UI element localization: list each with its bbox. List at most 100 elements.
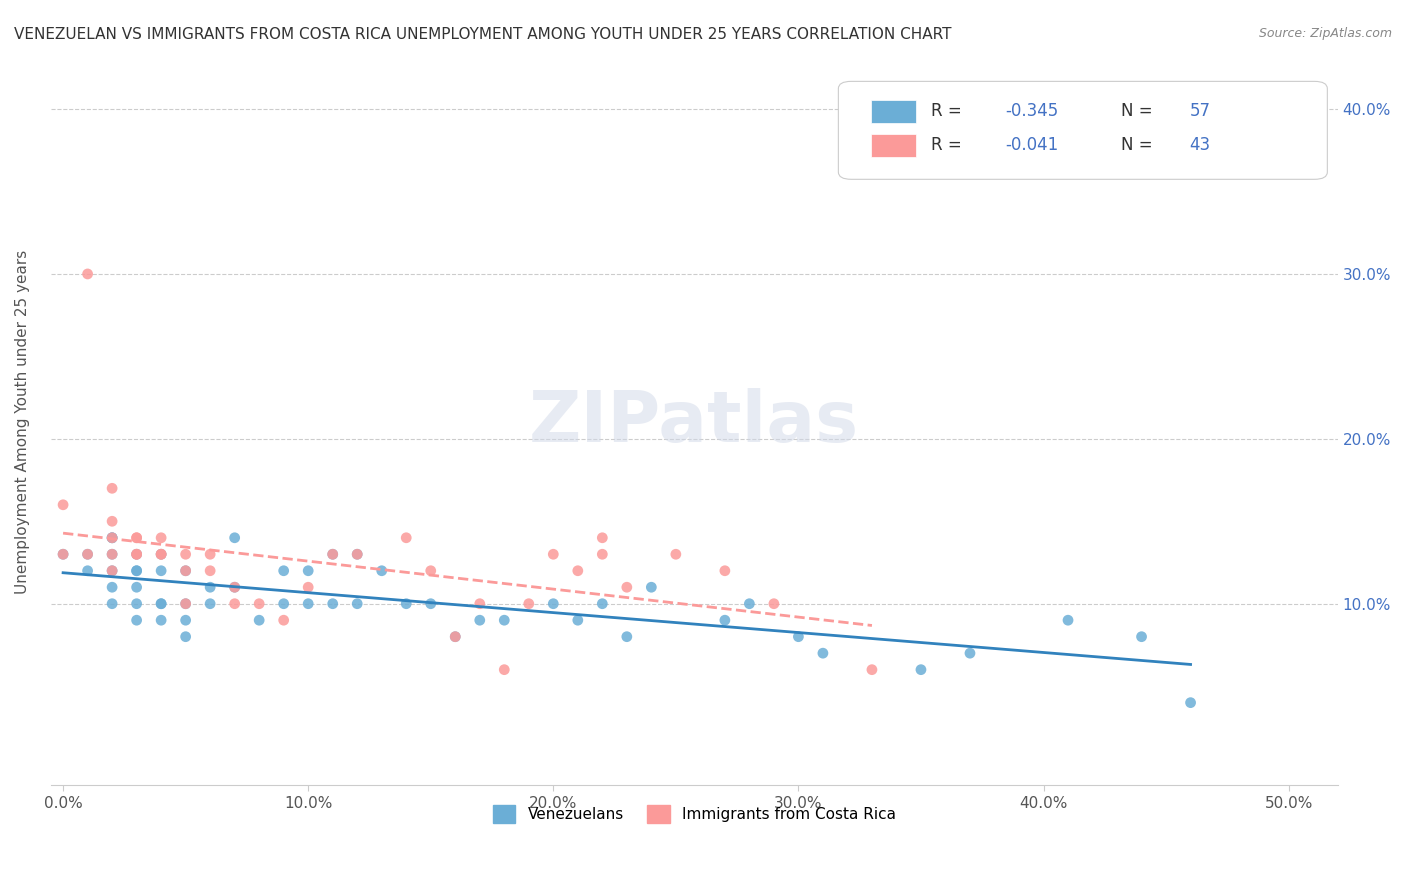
Point [125, 564, 148, 578]
Point [150, 547, 173, 561]
Point [150, 597, 173, 611]
Point [714, 564, 737, 578]
Point [494, 613, 516, 627]
Point [76, 547, 98, 561]
Point [101, 481, 124, 495]
Point [395, 597, 418, 611]
Point [1180, 696, 1202, 710]
Point [174, 547, 197, 561]
Point [273, 564, 295, 578]
FancyBboxPatch shape [870, 100, 915, 123]
Point [468, 597, 491, 611]
Point [101, 514, 124, 528]
Point [101, 531, 124, 545]
Point [444, 630, 467, 644]
Point [273, 597, 295, 611]
Point [101, 580, 124, 594]
Point [101, 531, 124, 545]
Point [591, 547, 613, 561]
Point [101, 564, 124, 578]
Point [322, 597, 344, 611]
Point [150, 613, 173, 627]
Point [198, 597, 221, 611]
Point [494, 663, 516, 677]
Point [52, 498, 75, 512]
Point [224, 597, 246, 611]
Point [125, 597, 148, 611]
Point [297, 597, 319, 611]
Point [1130, 630, 1153, 644]
Point [198, 580, 221, 594]
Point [125, 531, 148, 545]
Point [174, 564, 197, 578]
Point [419, 597, 441, 611]
FancyBboxPatch shape [870, 134, 915, 157]
Point [150, 564, 173, 578]
Point [125, 613, 148, 627]
Point [101, 597, 124, 611]
Point [150, 597, 173, 611]
Point [76, 267, 98, 281]
Point [101, 531, 124, 545]
Point [76, 547, 98, 561]
Point [395, 531, 418, 545]
Point [1057, 613, 1080, 627]
Point [665, 547, 688, 561]
Text: -0.041: -0.041 [1005, 136, 1059, 154]
Point [346, 547, 368, 561]
Point [444, 630, 467, 644]
Point [567, 564, 589, 578]
Point [76, 564, 98, 578]
Point [125, 547, 148, 561]
Point [910, 663, 932, 677]
Point [247, 597, 270, 611]
Point [125, 531, 148, 545]
Point [591, 597, 613, 611]
Point [224, 531, 246, 545]
Point [468, 613, 491, 627]
Point [419, 564, 441, 578]
Point [616, 630, 638, 644]
Point [346, 547, 368, 561]
Point [714, 613, 737, 627]
Point [322, 547, 344, 561]
Point [322, 547, 344, 561]
Text: Source: ZipAtlas.com: Source: ZipAtlas.com [1258, 27, 1392, 40]
Point [101, 564, 124, 578]
Point [52, 547, 75, 561]
Point [174, 564, 197, 578]
Point [52, 547, 75, 561]
Point [297, 580, 319, 594]
Text: VENEZUELAN VS IMMIGRANTS FROM COSTA RICA UNEMPLOYMENT AMONG YOUTH UNDER 25 YEARS: VENEZUELAN VS IMMIGRANTS FROM COSTA RICA… [14, 27, 952, 42]
Text: R =: R = [931, 136, 967, 154]
Point [811, 646, 834, 660]
Point [198, 547, 221, 561]
Point [224, 580, 246, 594]
Point [959, 646, 981, 660]
Point [247, 613, 270, 627]
Point [273, 613, 295, 627]
Point [860, 663, 883, 677]
Point [101, 547, 124, 561]
Point [567, 613, 589, 627]
Point [640, 580, 662, 594]
Text: N =: N = [1122, 136, 1159, 154]
Point [101, 547, 124, 561]
Point [174, 630, 197, 644]
Point [125, 580, 148, 594]
Text: R =: R = [931, 102, 967, 120]
Point [224, 580, 246, 594]
Point [297, 564, 319, 578]
Point [616, 580, 638, 594]
Text: -0.345: -0.345 [1005, 102, 1059, 120]
Text: N =: N = [1122, 102, 1159, 120]
Point [198, 564, 221, 578]
Point [125, 564, 148, 578]
Point [174, 613, 197, 627]
Point [174, 597, 197, 611]
Point [346, 597, 368, 611]
Point [150, 547, 173, 561]
Point [543, 597, 565, 611]
FancyBboxPatch shape [838, 81, 1327, 179]
Y-axis label: Unemployment Among Youth under 25 years: Unemployment Among Youth under 25 years [15, 251, 30, 594]
